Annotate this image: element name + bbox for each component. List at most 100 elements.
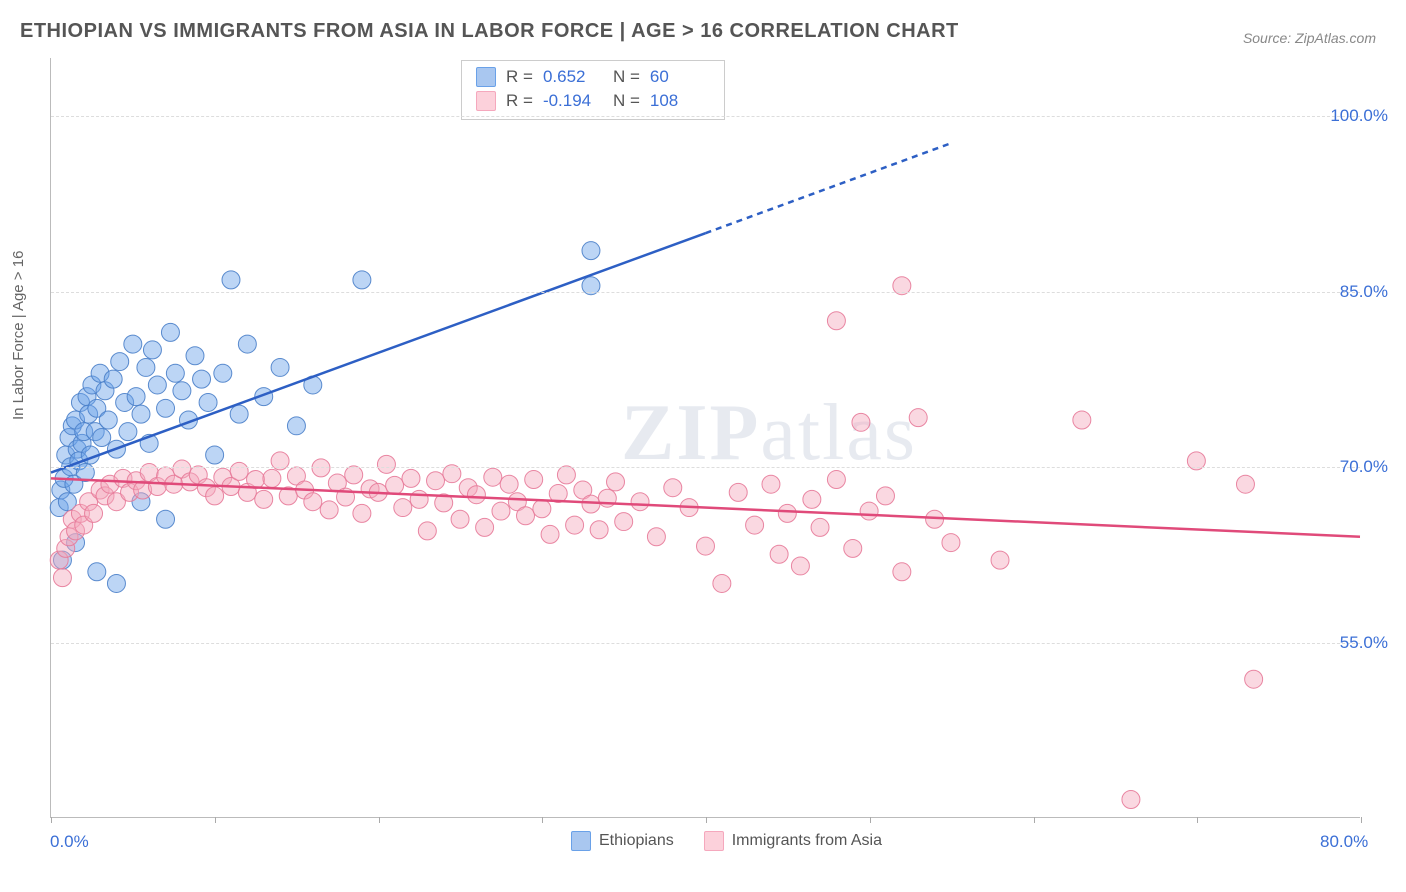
scatter-point — [1245, 670, 1263, 688]
correlation-legend: R =0.652N =60R =-0.194N =108 — [461, 60, 725, 120]
xtick-mark — [870, 817, 871, 823]
scatter-point — [111, 353, 129, 371]
legend-item: Ethiopians — [571, 831, 674, 851]
xtick-mark — [1034, 817, 1035, 823]
legend-r-label: R = — [506, 65, 533, 89]
scatter-point — [607, 473, 625, 491]
scatter-point — [770, 545, 788, 563]
legend-n-value: 60 — [650, 65, 710, 89]
scatter-point — [353, 271, 371, 289]
legend-label: Immigrants from Asia — [732, 832, 882, 850]
scatter-point — [476, 518, 494, 536]
gridline-h — [51, 292, 1360, 293]
scatter-point — [93, 429, 111, 447]
scatter-point — [157, 399, 175, 417]
scatter-point — [942, 534, 960, 552]
scatter-point — [517, 507, 535, 525]
scatter-point — [827, 312, 845, 330]
legend-n-value: 108 — [650, 89, 710, 113]
scatter-point — [557, 466, 575, 484]
ytick-label: 85.0% — [1340, 282, 1388, 302]
scatter-point — [811, 518, 829, 536]
xtick-mark — [542, 817, 543, 823]
scatter-point — [492, 502, 510, 520]
legend-swatch — [476, 91, 496, 111]
xtick-mark — [706, 817, 707, 823]
scatter-point — [222, 271, 240, 289]
scatter-point — [143, 341, 161, 359]
scatter-point — [402, 469, 420, 487]
scatter-point — [263, 469, 281, 487]
scatter-point — [214, 364, 232, 382]
scatter-point — [631, 493, 649, 511]
scatter-point — [876, 487, 894, 505]
scatter-point — [991, 551, 1009, 569]
legend-swatch — [571, 831, 591, 851]
legend-r-label: R = — [506, 89, 533, 113]
gridline-h — [51, 643, 1360, 644]
scatter-point — [157, 510, 175, 528]
scatter-point — [238, 335, 256, 353]
scatter-point — [566, 516, 584, 534]
scatter-point — [127, 388, 145, 406]
scatter-point — [394, 499, 412, 517]
xtick-label: 0.0% — [50, 832, 89, 852]
legend-row: R =-0.194N =108 — [476, 89, 710, 113]
scatter-point — [255, 490, 273, 508]
scatter-point — [860, 502, 878, 520]
scatter-point — [582, 495, 600, 513]
scatter-point — [247, 471, 265, 489]
scatter-point — [582, 242, 600, 260]
scatter-point — [137, 358, 155, 376]
scatter-point — [104, 370, 122, 388]
scatter-point — [909, 409, 927, 427]
scatter-point — [451, 510, 469, 528]
scatter-point — [161, 323, 179, 341]
scatter-point — [791, 557, 809, 575]
scatter-point — [484, 468, 502, 486]
ytick-label: 100.0% — [1330, 106, 1388, 126]
regression-line-extrapolated — [706, 143, 951, 233]
source-attribution: Source: ZipAtlas.com — [1243, 30, 1376, 46]
scatter-point — [729, 483, 747, 501]
scatter-point — [320, 501, 338, 519]
ytick-label: 70.0% — [1340, 457, 1388, 477]
scatter-point — [615, 513, 633, 531]
legend-label: Ethiopians — [599, 832, 674, 850]
scatter-point — [778, 504, 796, 522]
scatter-point — [132, 405, 150, 423]
legend-item: Immigrants from Asia — [704, 831, 882, 851]
scatter-point — [206, 487, 224, 505]
scatter-point — [345, 466, 363, 484]
scatter-point — [193, 370, 211, 388]
scatter-point — [844, 539, 862, 557]
scatter-point — [746, 516, 764, 534]
scatter-point — [647, 528, 665, 546]
legend-swatch — [476, 67, 496, 87]
scatter-point — [467, 486, 485, 504]
gridline-h — [51, 467, 1360, 468]
scatter-point — [533, 500, 551, 518]
scatter-point — [206, 446, 224, 464]
scatter-point — [713, 574, 731, 592]
scatter-point — [590, 521, 608, 539]
xtick-label: 80.0% — [1320, 832, 1368, 852]
scatter-point — [124, 335, 142, 353]
legend-n-label: N = — [613, 89, 640, 113]
scatter-point — [500, 475, 518, 493]
scatter-point — [541, 525, 559, 543]
xtick-mark — [379, 817, 380, 823]
scatter-point — [1236, 475, 1254, 493]
scatter-point — [827, 471, 845, 489]
scatter-point — [386, 476, 404, 494]
scatter-point — [271, 358, 289, 376]
scatter-point — [353, 504, 371, 522]
scatter-point — [664, 479, 682, 497]
xtick-mark — [215, 817, 216, 823]
scatter-point — [852, 413, 870, 431]
gridline-h — [51, 116, 1360, 117]
chart-svg — [51, 58, 1360, 817]
legend-row: R =0.652N =60 — [476, 65, 710, 89]
series-legend: Ethiopians Immigrants from Asia — [571, 831, 882, 851]
scatter-point — [230, 405, 248, 423]
